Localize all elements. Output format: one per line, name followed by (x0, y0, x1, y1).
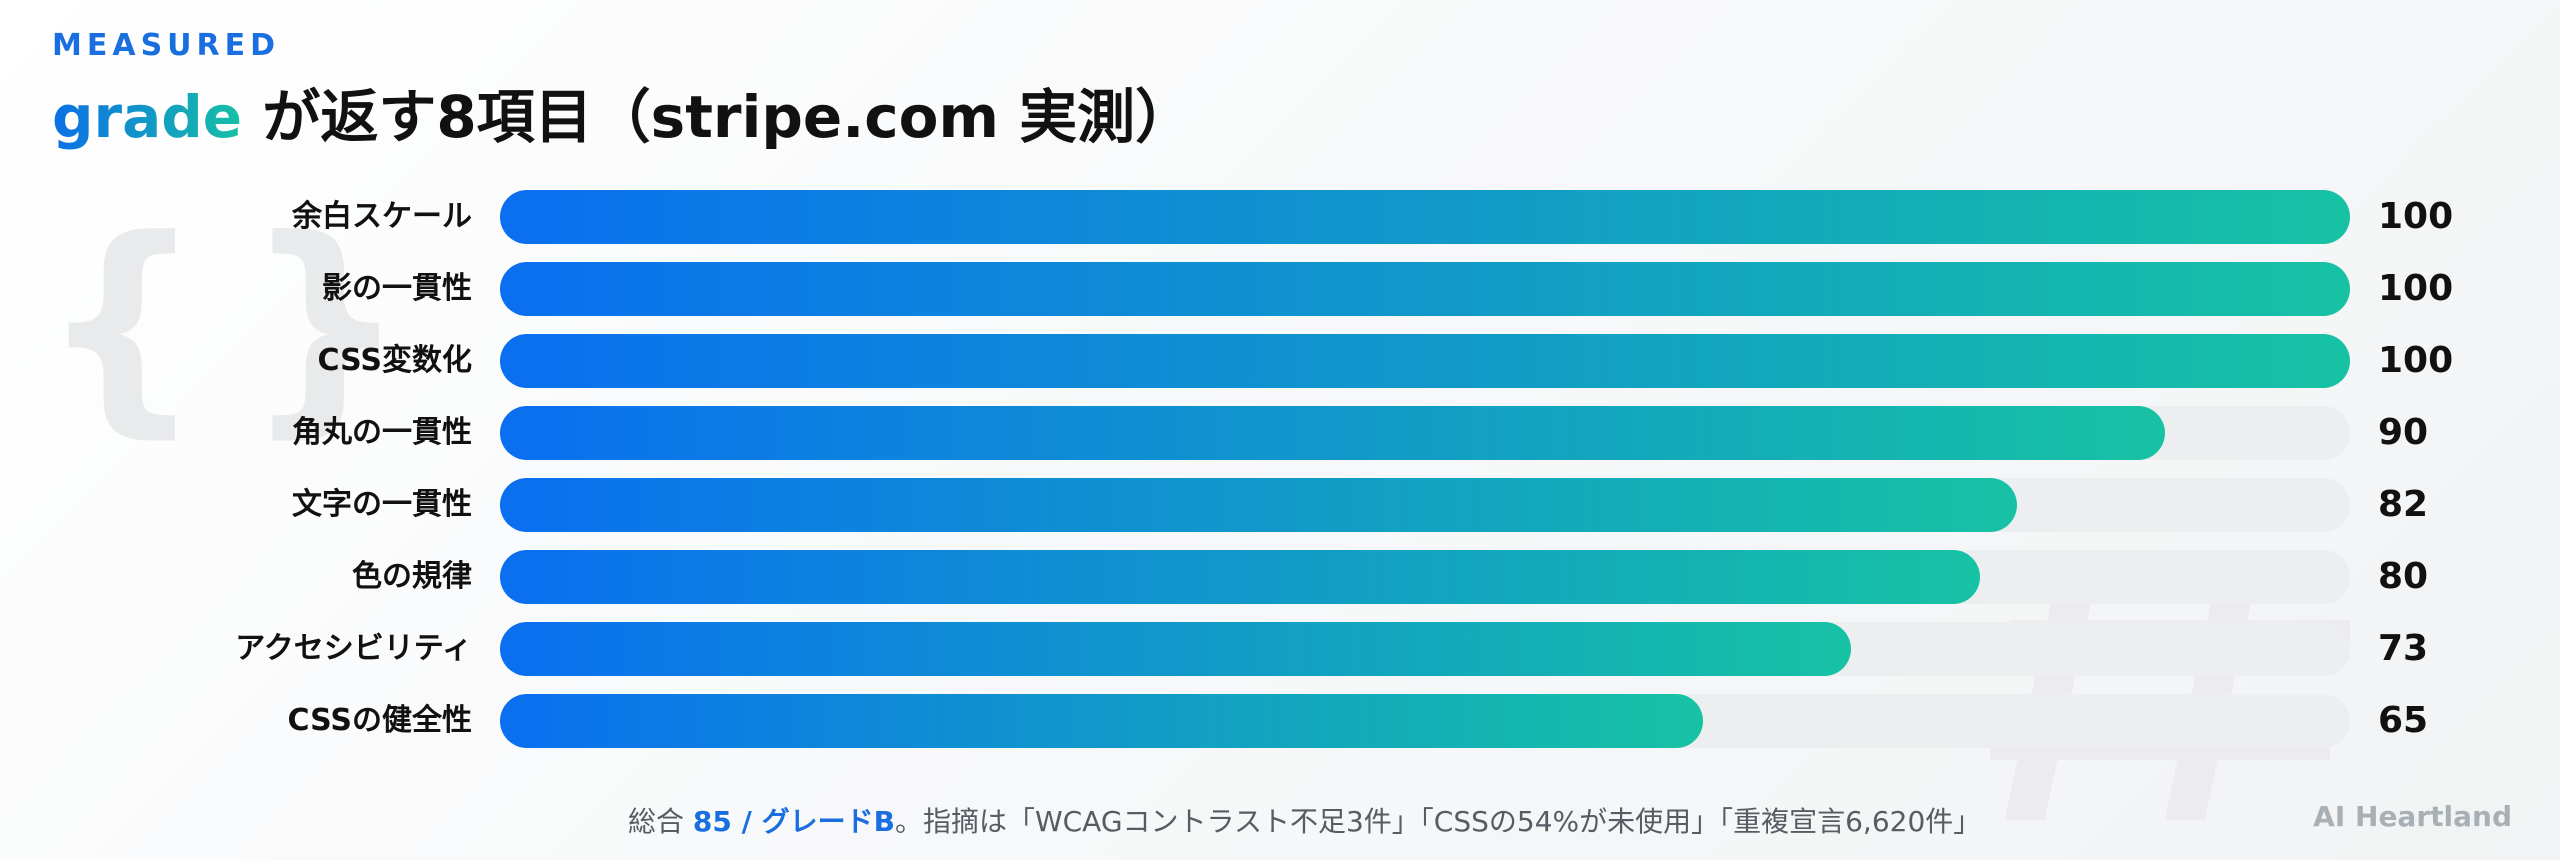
bar-value-label: 65 (2378, 700, 2429, 741)
bar-value-label: 90 (2378, 412, 2429, 453)
brand-logo-text: AI Heartland (2313, 800, 2512, 833)
bar (500, 262, 2350, 316)
bar-label: CSS変数化 (317, 343, 472, 378)
bar (500, 190, 2350, 244)
bar (500, 478, 2017, 532)
bar-track (500, 550, 2350, 604)
bar (500, 334, 2350, 388)
footer-prefix: 総合 (628, 805, 693, 838)
bar (500, 406, 2165, 460)
bar-value-label: 80 (2378, 556, 2429, 597)
footer-grade: 85 / グレードB (692, 805, 895, 838)
bar-label: 影の一貫性 (322, 271, 472, 306)
bar-value-label: 100 (2378, 196, 2454, 237)
bar-track (500, 622, 2350, 676)
bar-track (500, 406, 2350, 460)
bar-label: アクセシビリティ (235, 631, 472, 666)
bar-track (500, 334, 2350, 388)
bar-value-label: 100 (2378, 268, 2454, 309)
title-accent: grade (52, 83, 243, 151)
bar-value-label: 73 (2378, 628, 2429, 669)
bar-track (500, 190, 2350, 244)
bar (500, 694, 1703, 748)
bar-label: 色の規律 (352, 559, 472, 594)
bar (500, 622, 1851, 676)
bar-track (500, 262, 2350, 316)
bar-track (500, 478, 2350, 532)
bar-value-label: 82 (2378, 484, 2429, 525)
section-eyebrow: MEASURED (52, 28, 281, 63)
bar-label: 文字の一貫性 (292, 487, 472, 522)
bar-label: 余白スケール (292, 199, 472, 234)
bar-label: CSSの健全性 (287, 703, 472, 738)
bar-label: 角丸の一貫性 (292, 415, 472, 450)
bar (500, 550, 1980, 604)
bar-value-label: 100 (2378, 340, 2454, 381)
footer-findings: 。指摘は「WCAGコントラスト不足3件」「CSSの54%が未使用」「重複宣言6,… (894, 805, 1982, 838)
background-braces-decoration: { } (40, 191, 408, 458)
bar-track (500, 694, 2350, 748)
page-title: grade が返す8項目（stripe.com 実測） (52, 70, 1193, 154)
summary-footer: 総合 85 / グレードB。指摘は「WCAGコントラスト不足3件」「CSSの54… (628, 800, 1981, 840)
title-text: が返す8項目（stripe.com 実測） (242, 83, 1194, 151)
